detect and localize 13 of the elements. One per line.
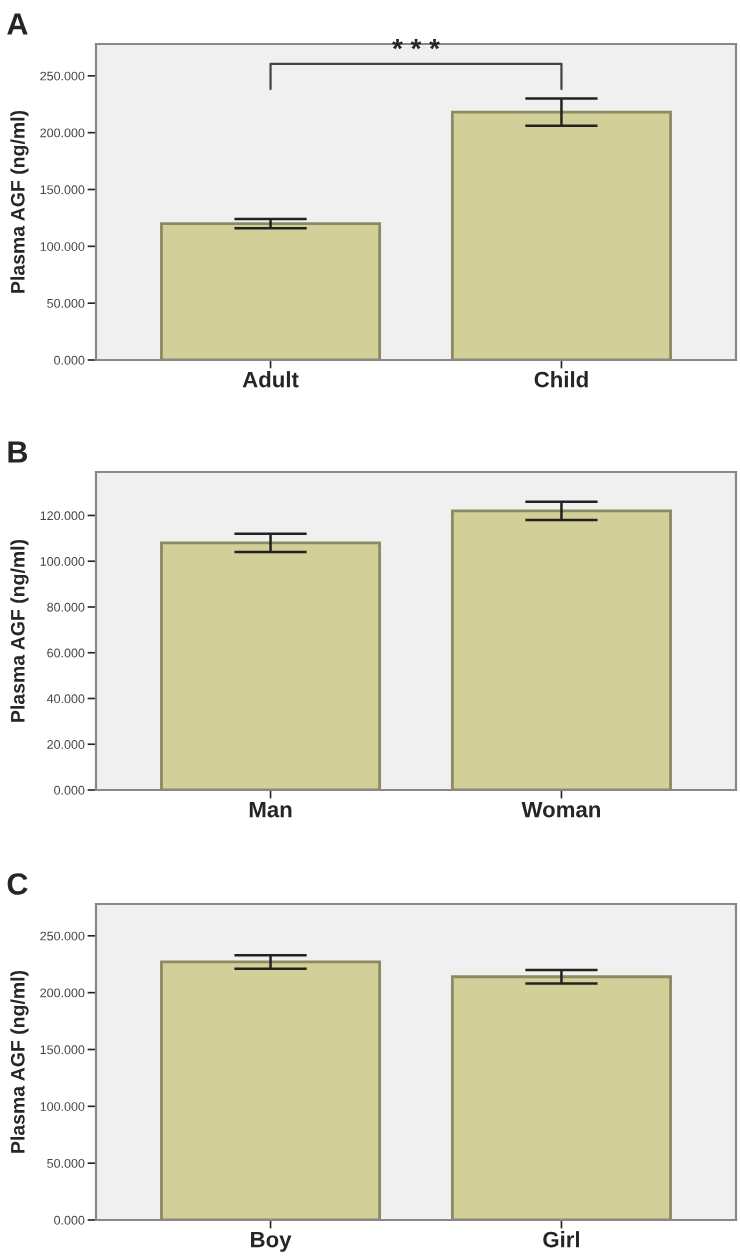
x-tick-label: Adult [242,371,299,388]
chart-title: C [7,873,28,895]
x-tick-label: Boy [251,1231,292,1252]
x-tick-label: Girl [543,1231,580,1248]
x-tick-label: Man [249,801,292,818]
x-tick-label: Woman [521,801,600,818]
x-tick-label: Child [534,371,588,388]
chart-title: A [7,13,28,35]
y-axis-title: Plasma AGF (ng/ml) [10,970,29,1153]
annotation: * * * [392,38,440,50]
chart-title: B [8,441,28,463]
y-axis-title: Plasma AGF (ng/ml) [10,110,29,293]
y-axis-title: Plasma AGF (ng/ml) [10,539,29,722]
